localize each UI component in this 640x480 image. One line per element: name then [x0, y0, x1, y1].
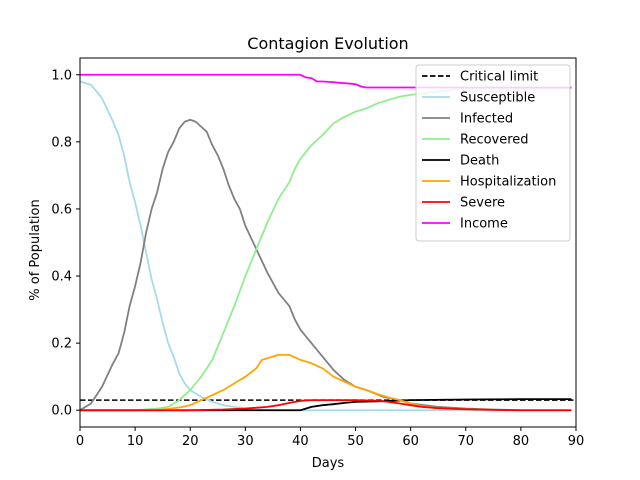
x-axis-label: Days — [312, 456, 345, 471]
y-axis-label: % of Population — [28, 199, 43, 300]
series-line-recovered — [80, 87, 572, 412]
plot-frame — [79, 57, 577, 428]
x-tick-label: 90 — [568, 434, 585, 449]
x-tick-label: 20 — [182, 434, 199, 449]
legend: Critical limit Susceptible Infected Recover… — [415, 64, 571, 242]
series-line-severe — [80, 399, 572, 412]
x-tick-label: 80 — [513, 434, 530, 449]
y-tick-label: 0.6 — [51, 202, 72, 217]
series-line-susceptible — [80, 80, 572, 412]
x-tick-label: 40 — [292, 434, 309, 449]
legend-box — [415, 64, 571, 242]
y-tick-label: 0.8 — [51, 135, 72, 150]
x-tick-label: 30 — [237, 434, 254, 449]
x-tick-label: 10 — [127, 434, 144, 449]
legend-label-severe: Severe — [460, 196, 505, 211]
y-tick-label: 1.0 — [51, 68, 72, 83]
series-line-income — [80, 73, 572, 89]
x-tick-label: 50 — [347, 434, 364, 449]
plot-area — [80, 73, 576, 412]
legend-label-death: Death — [460, 154, 499, 169]
legend-label-critical-limit: Critical limit — [460, 70, 538, 85]
legend-label-income: Income — [460, 217, 508, 232]
y-tick-label: 0.4 — [51, 270, 72, 285]
y-tick-label: 0.2 — [51, 337, 72, 352]
x-tick-label: 60 — [402, 434, 419, 449]
legend-label-susceptible: Susceptible — [460, 91, 535, 106]
y-tick-label: 0.0 — [51, 404, 72, 419]
legend-label-recovered: Recovered — [460, 133, 529, 148]
legend-label-hospitalization: Hospitalization — [460, 175, 556, 190]
axes: 0 10 20 30 40 50 60 70 80 90 0.0 0.2 0.4 0.6 0.8 1.0 — [51, 57, 585, 449]
chart-title: Contagion Evolution — [247, 34, 408, 53]
x-tick-label: 70 — [458, 434, 475, 449]
x-tick-label: 0 — [76, 434, 84, 449]
legend-label-infected: Infected — [460, 112, 513, 127]
